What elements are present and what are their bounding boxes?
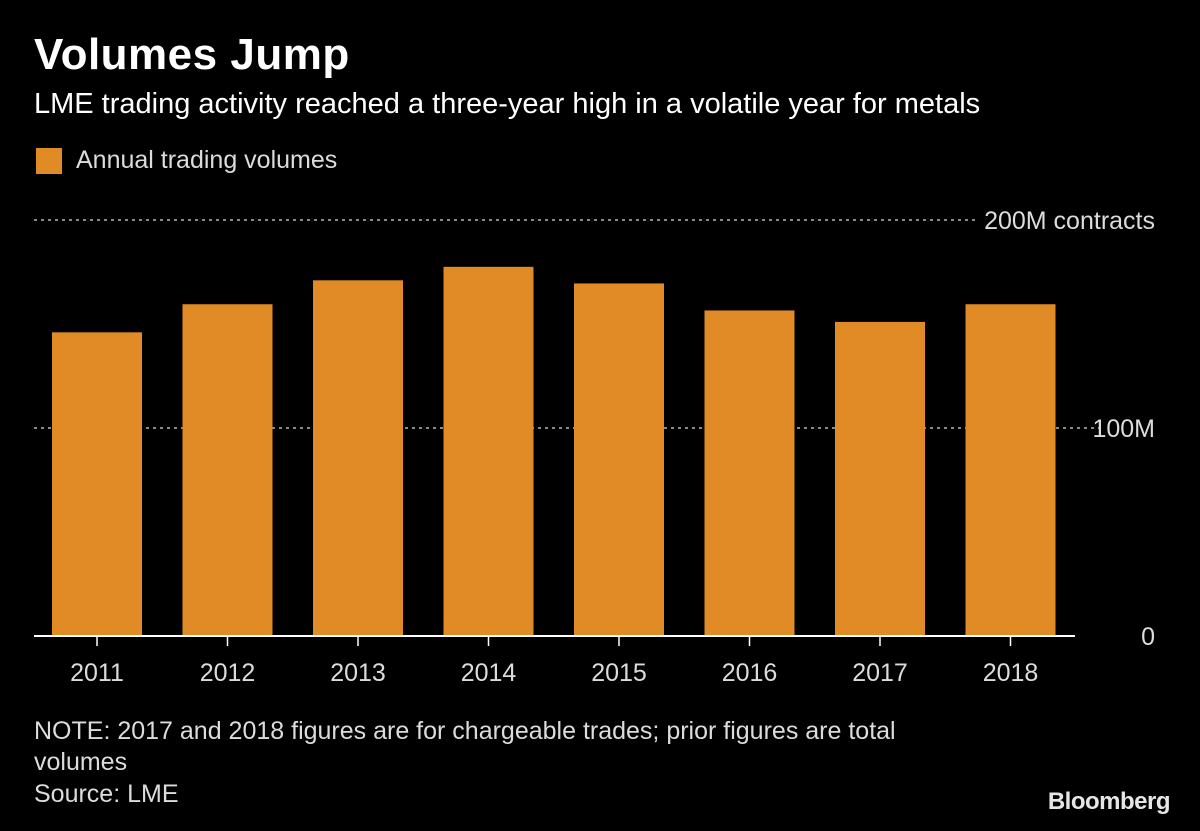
bar-2011 <box>52 332 142 636</box>
x-tick-label: 2012 <box>200 659 256 687</box>
chart-title: Volumes Jump <box>34 30 350 79</box>
legend: Annual trading volumes <box>36 146 337 175</box>
x-tick-label: 2015 <box>591 659 647 687</box>
bar-2013 <box>313 280 403 636</box>
legend-label: Annual trading volumes <box>76 146 338 174</box>
x-tick-label: 2017 <box>852 659 908 687</box>
x-tick-label: 2018 <box>983 659 1039 687</box>
x-tick-label: 2013 <box>330 659 386 687</box>
bar-2016 <box>704 310 795 636</box>
bar-2015 <box>574 283 664 636</box>
source-line: Source: LME <box>34 780 179 808</box>
legend-swatch <box>36 147 62 174</box>
x-tick-label: 2014 <box>461 659 517 687</box>
y-tick-label: 200M contracts <box>984 207 1155 235</box>
bar-2012 <box>182 304 273 636</box>
bloomberg-logo: Bloomberg <box>1047 788 1171 815</box>
footnote: NOTE: 2017 and 2018 figures are for char… <box>34 717 896 776</box>
x-tick-label: 2016 <box>722 659 778 687</box>
bar-2014 <box>443 266 534 636</box>
y-tick-label: 0 <box>1141 623 1155 651</box>
bar-2017 <box>835 321 925 636</box>
chart-subtitle: LME trading activity reached a three-yea… <box>34 88 981 120</box>
y-tick-label: 100M <box>1092 415 1155 443</box>
bar-2018 <box>965 304 1056 636</box>
x-tick-label: 2011 <box>70 659 124 687</box>
